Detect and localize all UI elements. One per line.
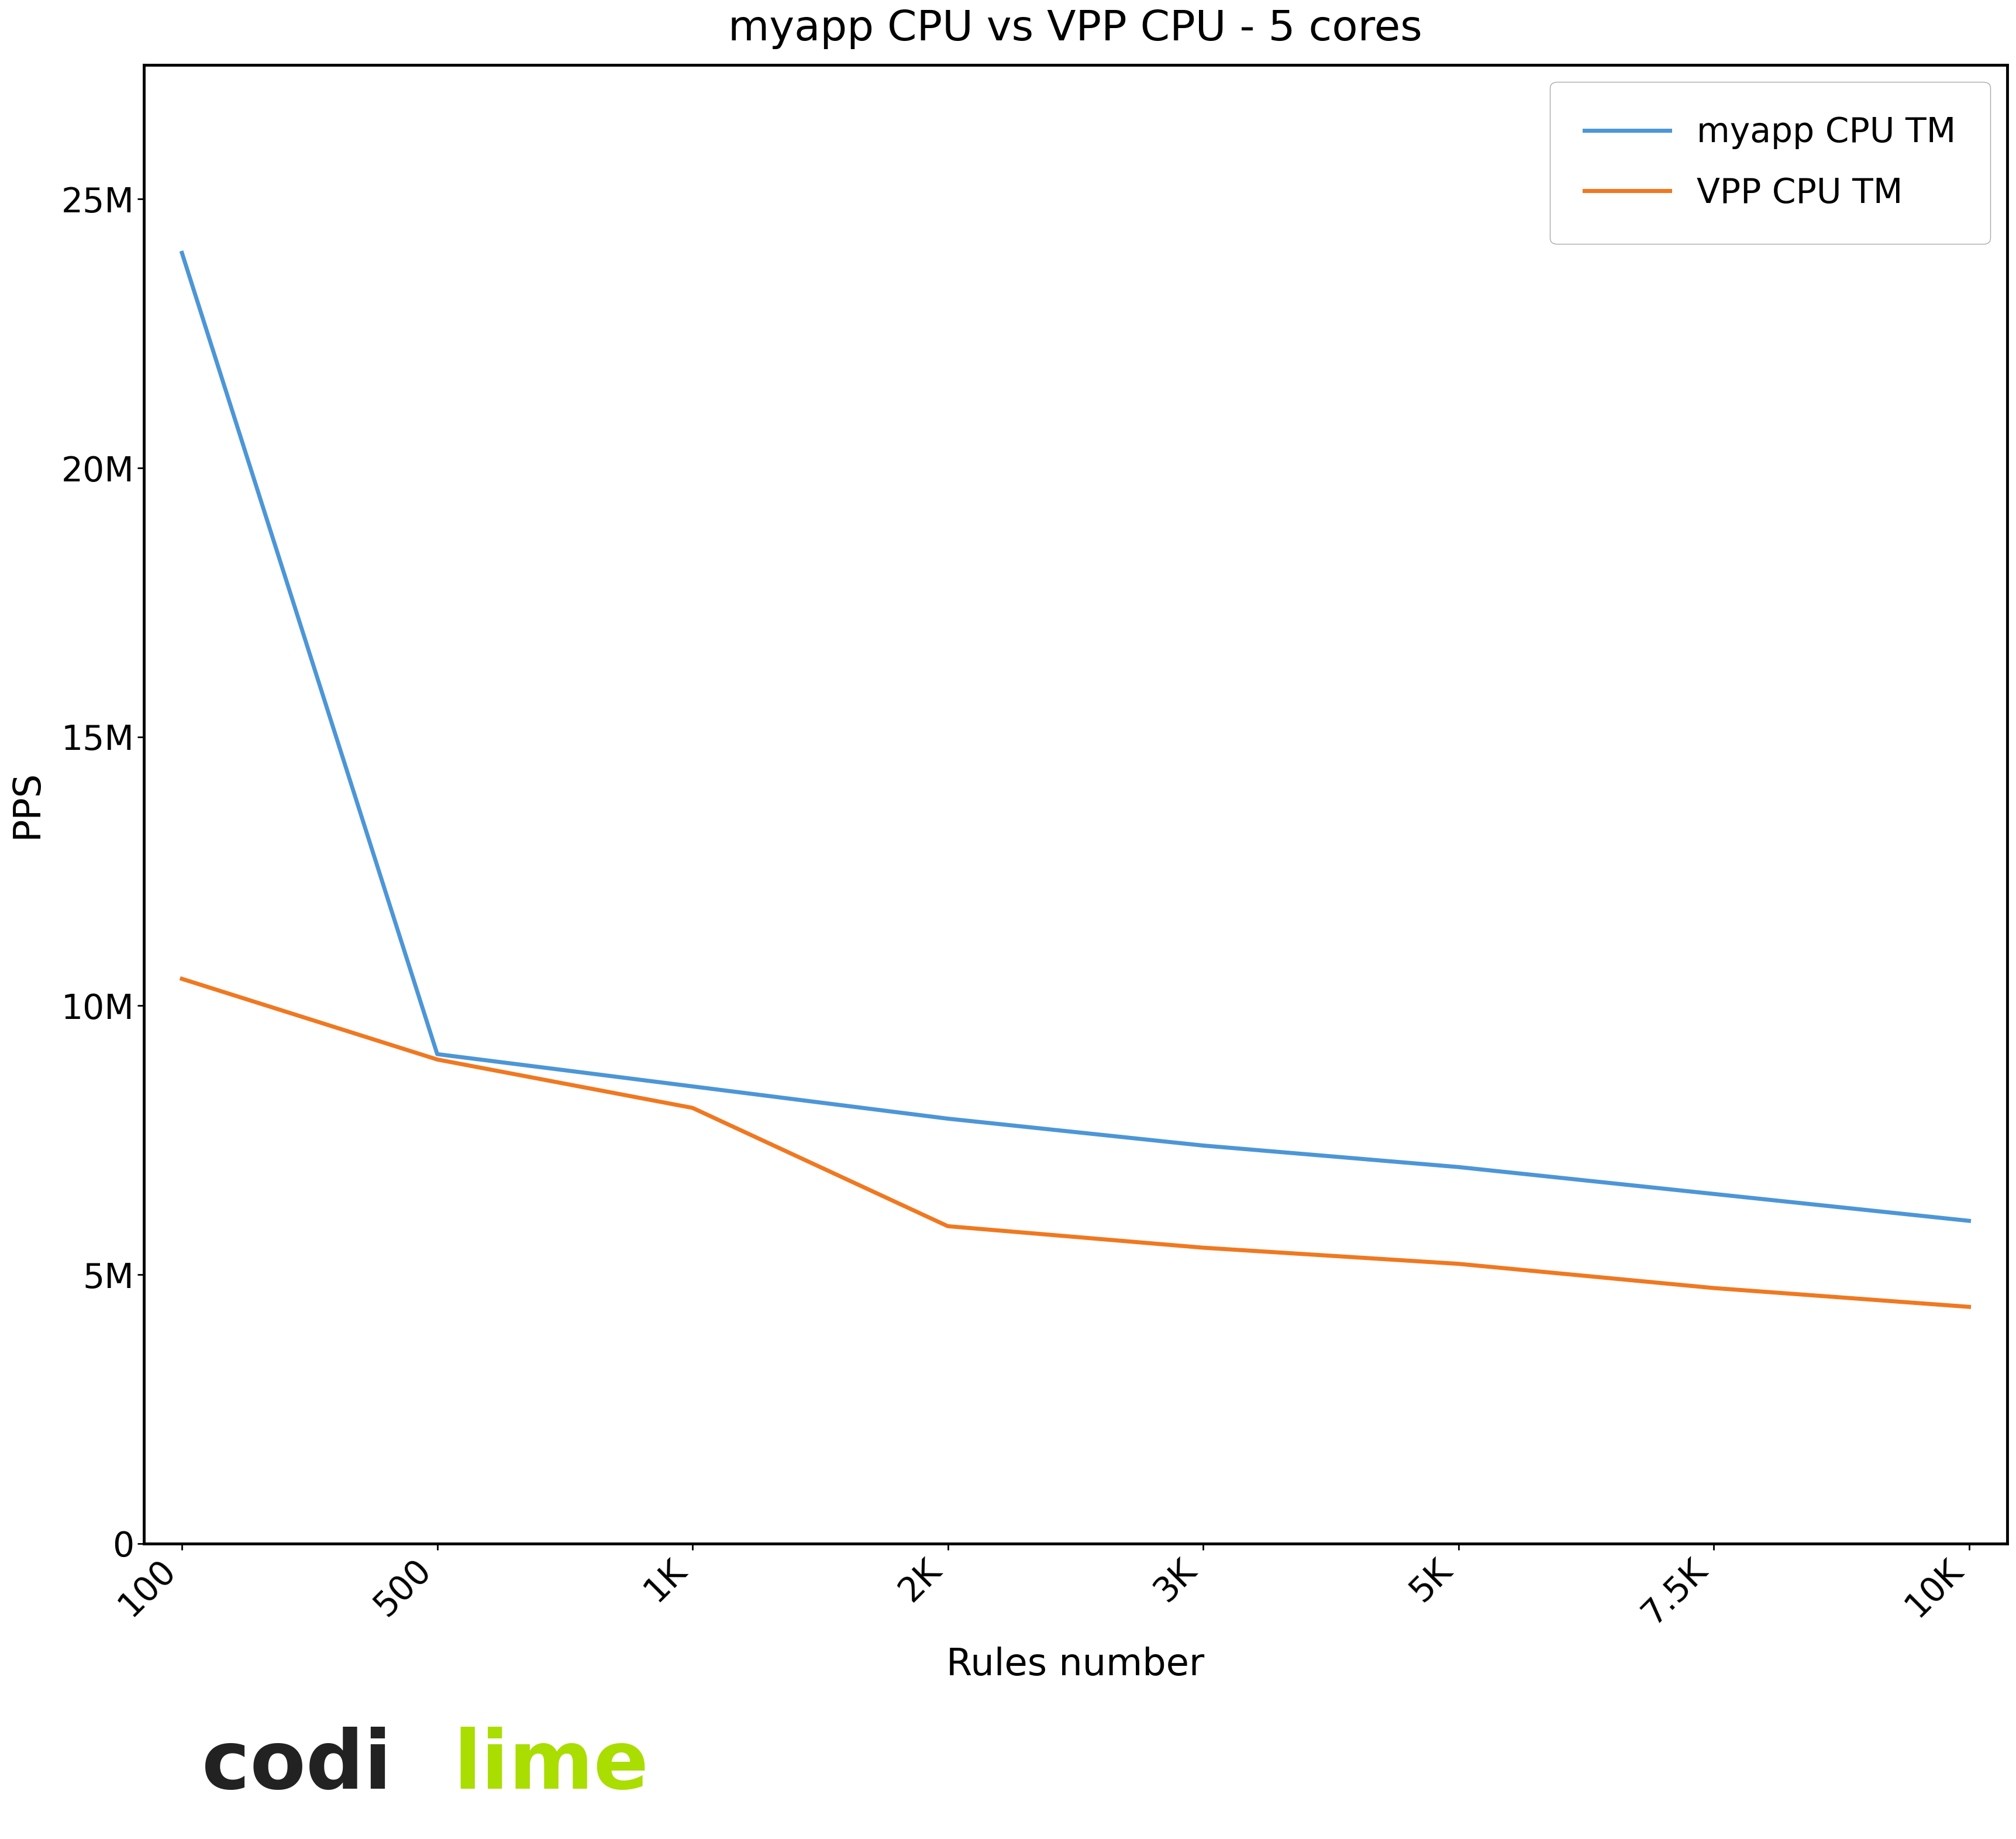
Line: VPP CPU TM: VPP CPU TM: [181, 978, 1970, 1308]
VPP CPU TM: [1191, 1236, 1216, 1258]
myapp CPU TM: [1445, 1157, 1470, 1179]
VPP CPU TM: [681, 1096, 706, 1118]
VPP CPU TM: [169, 967, 194, 989]
myapp CPU TM: [1702, 1182, 1726, 1205]
myapp CPU TM: [681, 1076, 706, 1098]
VPP CPU TM: [1958, 1296, 1982, 1319]
myapp CPU TM: [1191, 1135, 1216, 1157]
Text: lime: lime: [454, 1727, 649, 1806]
VPP CPU TM: [425, 1048, 450, 1070]
myapp CPU TM: [1958, 1210, 1982, 1232]
VPP CPU TM: [1702, 1276, 1726, 1298]
myapp CPU TM: [169, 243, 194, 265]
Title: myapp CPU vs VPP CPU - 5 cores: myapp CPU vs VPP CPU - 5 cores: [728, 9, 1423, 50]
VPP CPU TM: [935, 1216, 960, 1238]
myapp CPU TM: [425, 1043, 450, 1065]
Line: myapp CPU TM: myapp CPU TM: [181, 254, 1970, 1221]
Y-axis label: PPS: PPS: [8, 771, 44, 839]
Text: codi: codi: [202, 1727, 391, 1806]
myapp CPU TM: [935, 1107, 960, 1129]
X-axis label: Rules number: Rules number: [946, 1648, 1204, 1683]
VPP CPU TM: [1445, 1252, 1470, 1274]
Legend: myapp CPU TM, VPP CPU TM: myapp CPU TM, VPP CPU TM: [1550, 81, 1990, 245]
